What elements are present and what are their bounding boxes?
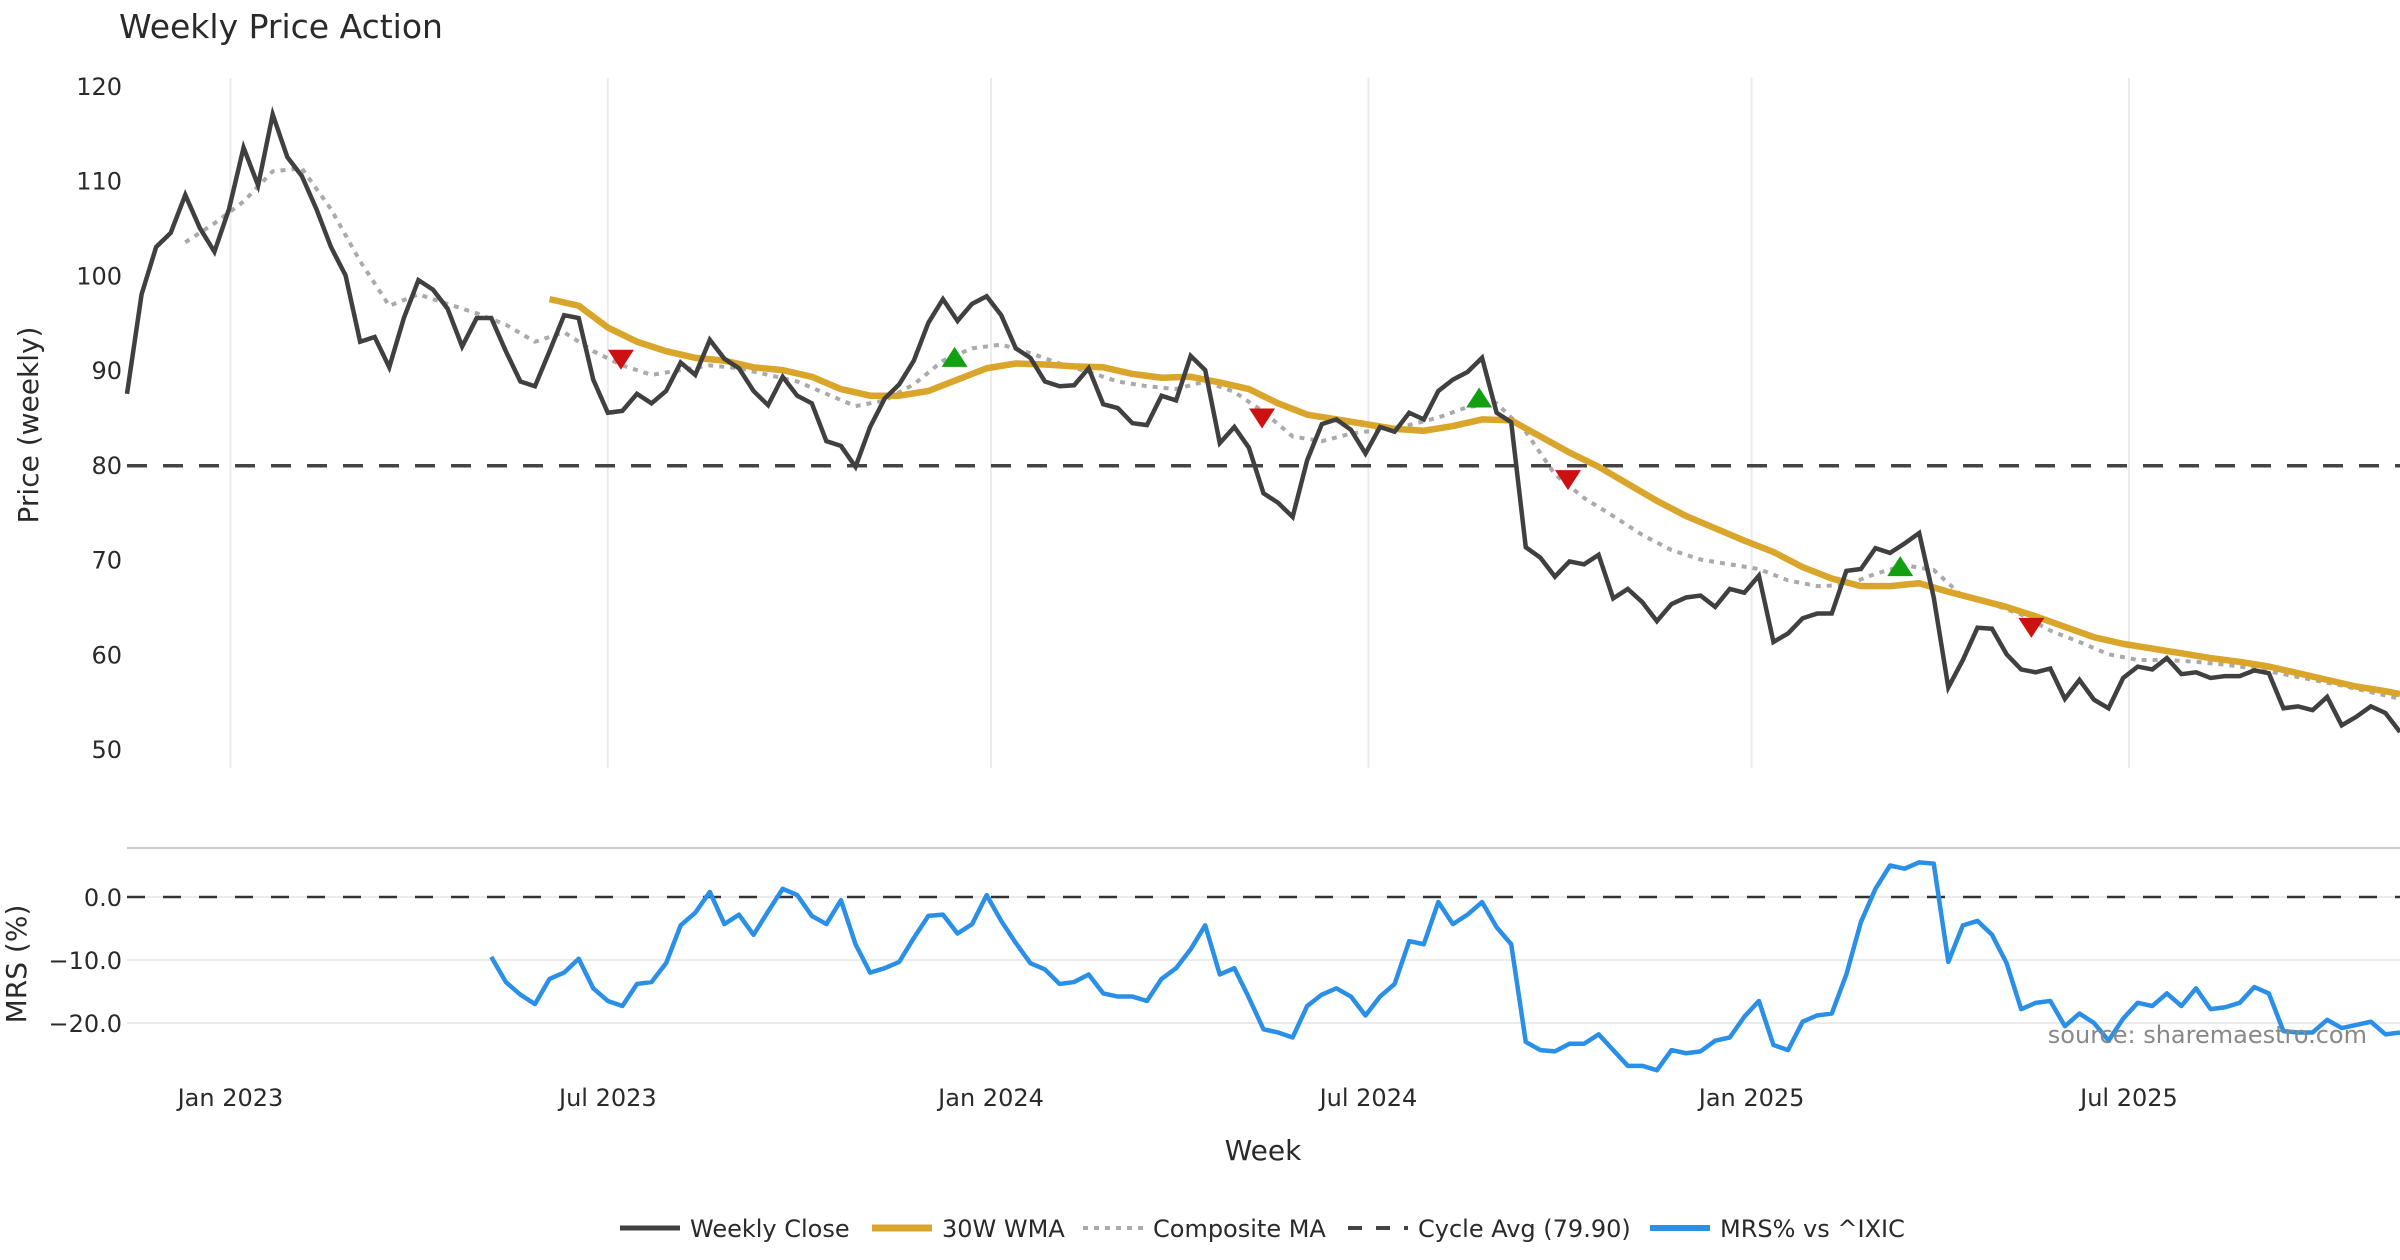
x-axis-label: Week	[1225, 1134, 1302, 1167]
mrs-y-tick-label: −10.0	[48, 947, 122, 975]
price-y-tick-label: 50	[91, 736, 122, 764]
price-y-tick-label: 70	[91, 547, 122, 575]
x-tick-label: Jul 2025	[2078, 1084, 2178, 1112]
x-tick-label: Jul 2023	[557, 1084, 657, 1112]
composite-ma-line	[184, 166, 2400, 701]
x-tick-label: Jul 2024	[1318, 1084, 1418, 1112]
mrs-line	[489, 860, 2400, 1073]
price-y-axis-label: Price (weekly)	[12, 327, 45, 524]
source-note: source: sharemaestro.com	[2048, 1021, 2367, 1049]
price-y-tick-label: 80	[91, 452, 122, 480]
legend: Weekly Close 30W WMA Composite MA Cycle Avg…	[620, 1215, 1905, 1243]
legend-label-cycle: Cycle Avg (79.90)	[1418, 1215, 1631, 1243]
sell-signal-marker	[1555, 470, 1582, 491]
buy-signal-marker	[1887, 556, 1914, 577]
buy-signal-marker	[1466, 387, 1493, 408]
sell-signal-marker	[1249, 408, 1276, 429]
legend-label-close: Weekly Close	[690, 1215, 850, 1243]
buy-signal-marker	[941, 346, 968, 367]
signal-markers	[607, 346, 2045, 638]
x-tick-label: Jan 2023	[176, 1084, 284, 1112]
wma-30w-line	[548, 295, 2400, 698]
price-y-tick-label: 60	[91, 641, 122, 669]
sell-signal-marker	[607, 349, 634, 370]
price-gridlines	[229, 78, 2130, 768]
price-y-tick-label: 90	[91, 357, 122, 385]
x-tick-label: Jan 2025	[1697, 1084, 1805, 1112]
sell-signal-marker	[2018, 617, 2045, 638]
price-y-tick-label: 110	[76, 168, 122, 196]
weekly-close-line	[124, 105, 2400, 734]
legend-label-composite: Composite MA	[1153, 1215, 1326, 1243]
x-tick-label: Jan 2024	[936, 1084, 1044, 1112]
chart-title: Weekly Price Action	[119, 7, 443, 46]
price-y-ticks: 120 110 100 90 80 70 60 50	[76, 73, 122, 764]
mrs-y-tick-label: 0.0	[84, 884, 122, 912]
mrs-y-tick-label: −20.0	[48, 1010, 122, 1038]
mrs-y-ticks: 0.0 −10.0 −20.0	[48, 884, 122, 1038]
legend-label-mrs: MRS% vs ^IXIC	[1720, 1215, 1905, 1243]
price-y-tick-label: 100	[76, 262, 122, 290]
legend-label-wma: 30W WMA	[942, 1215, 1065, 1243]
x-ticks: Jan 2023 Jul 2023 Jan 2024 Jul 2024 Jan 2025…	[176, 1084, 2178, 1112]
mrs-y-axis-label: MRS (%)	[0, 905, 33, 1024]
mrs-gridlines	[127, 896, 2400, 1024]
price-y-tick-label: 120	[76, 73, 122, 101]
